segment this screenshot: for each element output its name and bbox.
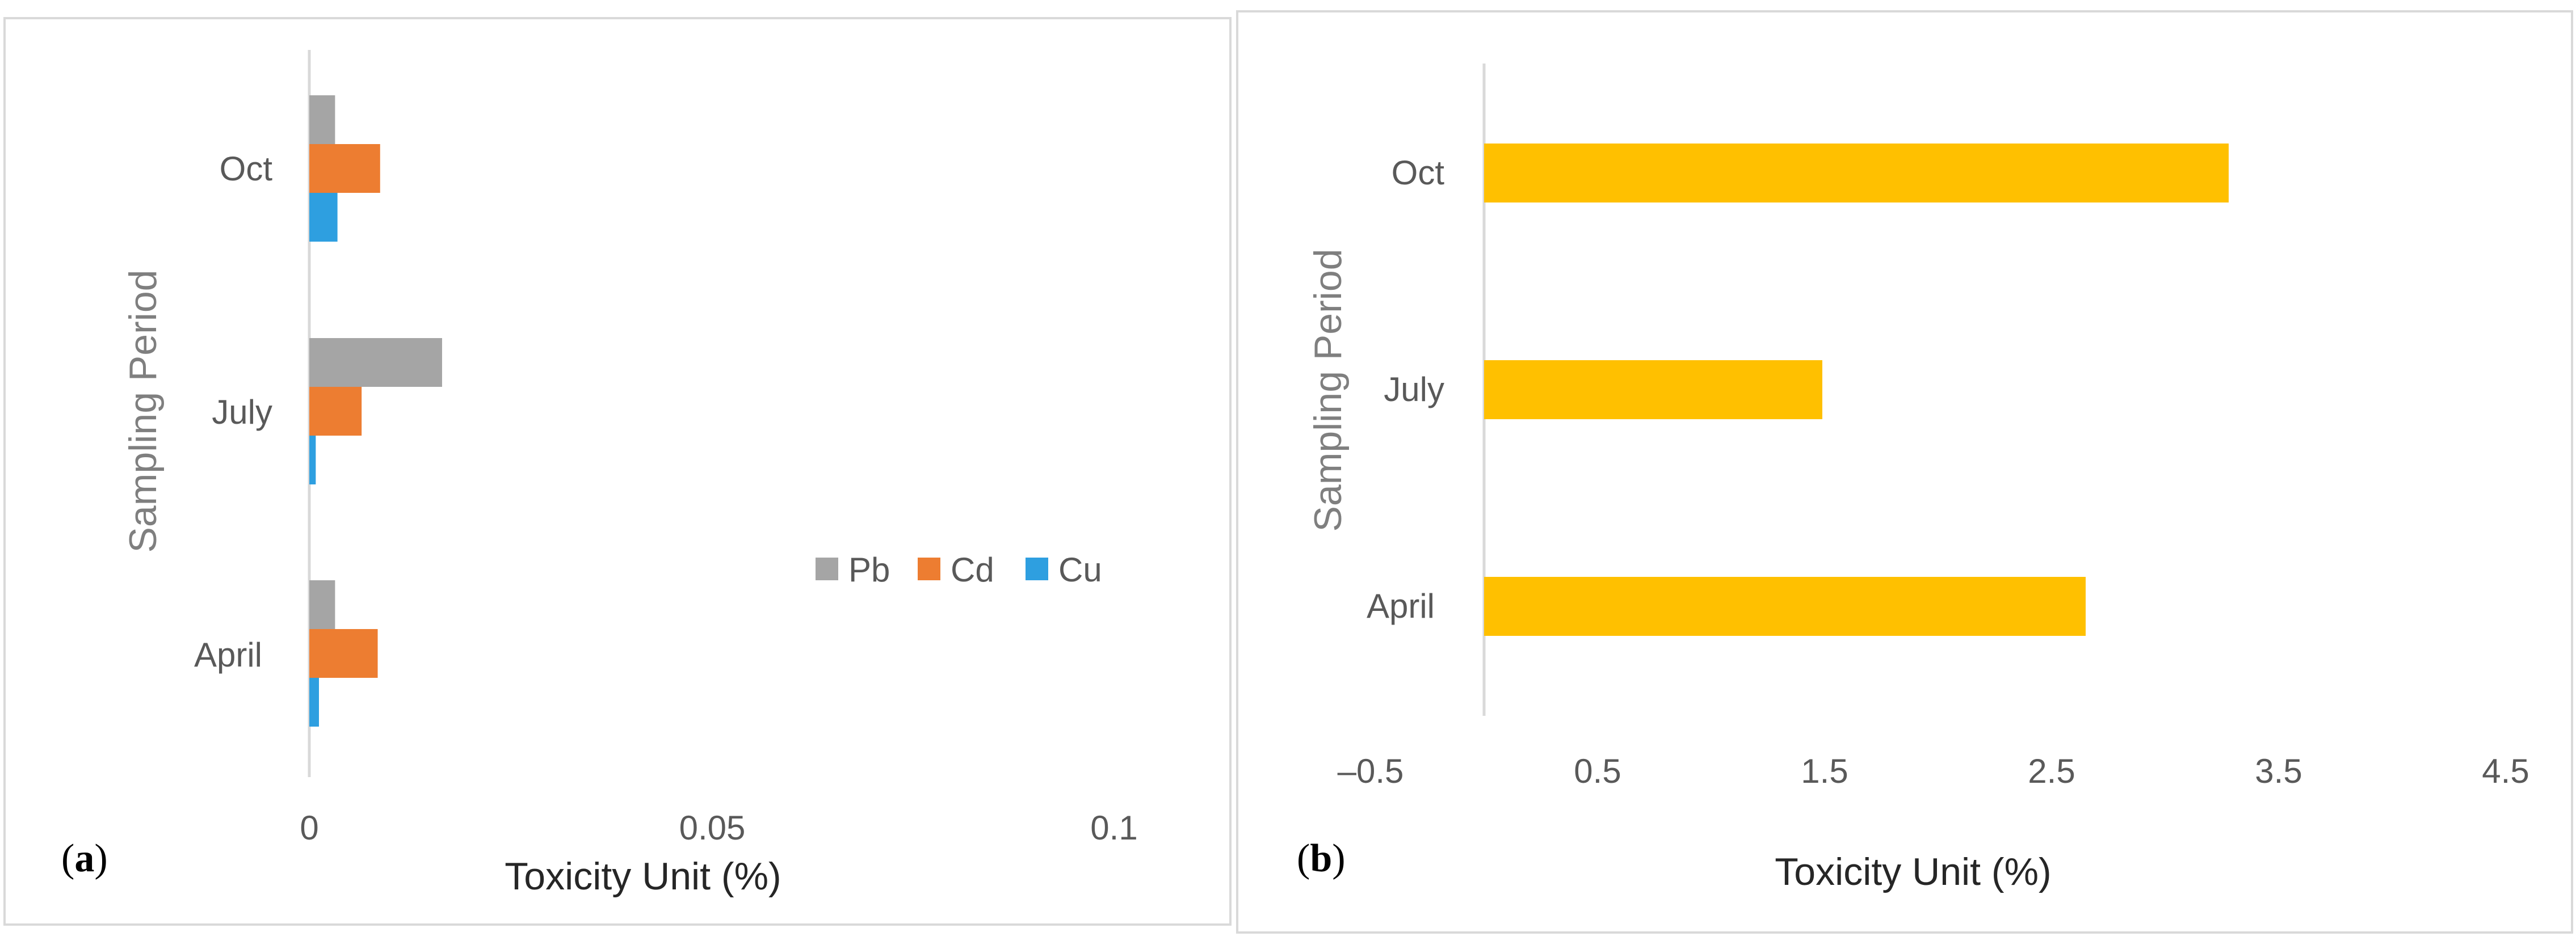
panel-b: Oct July April –0.5 0.5 1.5 2.5 3.5 4.5 … bbox=[1236, 10, 2573, 934]
panel-b-x-tick-label: 3.5 bbox=[2255, 752, 2302, 790]
panel-a-x-axis-title: Toxicity Unit (%) bbox=[505, 855, 781, 898]
panel-b-category-label: July bbox=[1384, 370, 1444, 408]
panel-a-label: (a) bbox=[61, 837, 108, 880]
bar-cu-oct bbox=[309, 193, 338, 242]
panel-a-x-tick-label: 0.1 bbox=[1090, 809, 1137, 847]
panel-b-x-tick-labels: –0.5 0.5 1.5 2.5 3.5 4.5 bbox=[1338, 752, 2529, 790]
panel-a: Oct July April 0 0.05 0.1 Toxicity Unit … bbox=[3, 17, 1232, 926]
bar-pb-april bbox=[309, 580, 335, 629]
legend-label-cu: Cu bbox=[1058, 551, 1102, 589]
panel-b-category-label: April bbox=[1367, 587, 1435, 625]
panel-a-x-tick-labels: 0 0.05 0.1 bbox=[300, 809, 1137, 847]
panel-a-category-labels: Oct July April bbox=[194, 150, 272, 674]
bar-july bbox=[1484, 360, 1822, 419]
panel-a-category-label: April bbox=[194, 636, 262, 674]
legend-swatch-cu bbox=[1026, 558, 1048, 580]
bar-cu-april bbox=[309, 678, 320, 727]
panel-a-x-tick-label: 0 bbox=[300, 809, 318, 847]
panel-a-frame bbox=[3, 17, 1232, 926]
panel-b-category-labels: Oct July April bbox=[1367, 154, 1444, 625]
panel-b-x-tick-label: –0.5 bbox=[1338, 752, 1404, 790]
panel-a-category-label: Oct bbox=[220, 150, 273, 188]
bar-april bbox=[1484, 577, 2086, 636]
panel-b-x-tick-label: 1.5 bbox=[1801, 752, 1848, 790]
bar-cd-oct bbox=[309, 144, 380, 193]
panel-b-category-label: Oct bbox=[1392, 154, 1445, 192]
panel-a-category-label: July bbox=[212, 393, 272, 431]
panel-a-legend: Pb Cd Cu bbox=[816, 551, 1102, 589]
panel-b-label: (b) bbox=[1297, 837, 1346, 880]
panel-b-bars bbox=[1484, 144, 2229, 636]
legend-label-cd: Cd bbox=[951, 551, 994, 589]
bar-pb-oct bbox=[309, 95, 335, 144]
legend-label-pb: Pb bbox=[848, 551, 890, 589]
bar-cd-april bbox=[309, 629, 378, 678]
bar-oct bbox=[1484, 144, 2229, 202]
panel-b-x-tick-label: 2.5 bbox=[2028, 752, 2075, 790]
panel-a-y-axis-title: Sampling Period bbox=[121, 270, 165, 553]
bar-cd-july bbox=[309, 387, 362, 436]
panel-a-bars bbox=[309, 95, 442, 727]
panel-b-x-tick-label: 0.5 bbox=[1574, 752, 1621, 790]
legend-swatch-cd bbox=[918, 558, 940, 580]
bar-pb-july bbox=[309, 338, 442, 387]
panel-b-x-tick-label: 4.5 bbox=[2482, 752, 2529, 790]
panel-b-x-axis-title: Toxicity Unit (%) bbox=[1775, 850, 2051, 893]
legend-swatch-pb bbox=[816, 558, 838, 580]
bar-cu-july bbox=[309, 436, 316, 484]
panel-a-x-tick-label: 0.05 bbox=[679, 809, 746, 847]
panel-b-y-axis-title: Sampling Period bbox=[1306, 249, 1350, 532]
